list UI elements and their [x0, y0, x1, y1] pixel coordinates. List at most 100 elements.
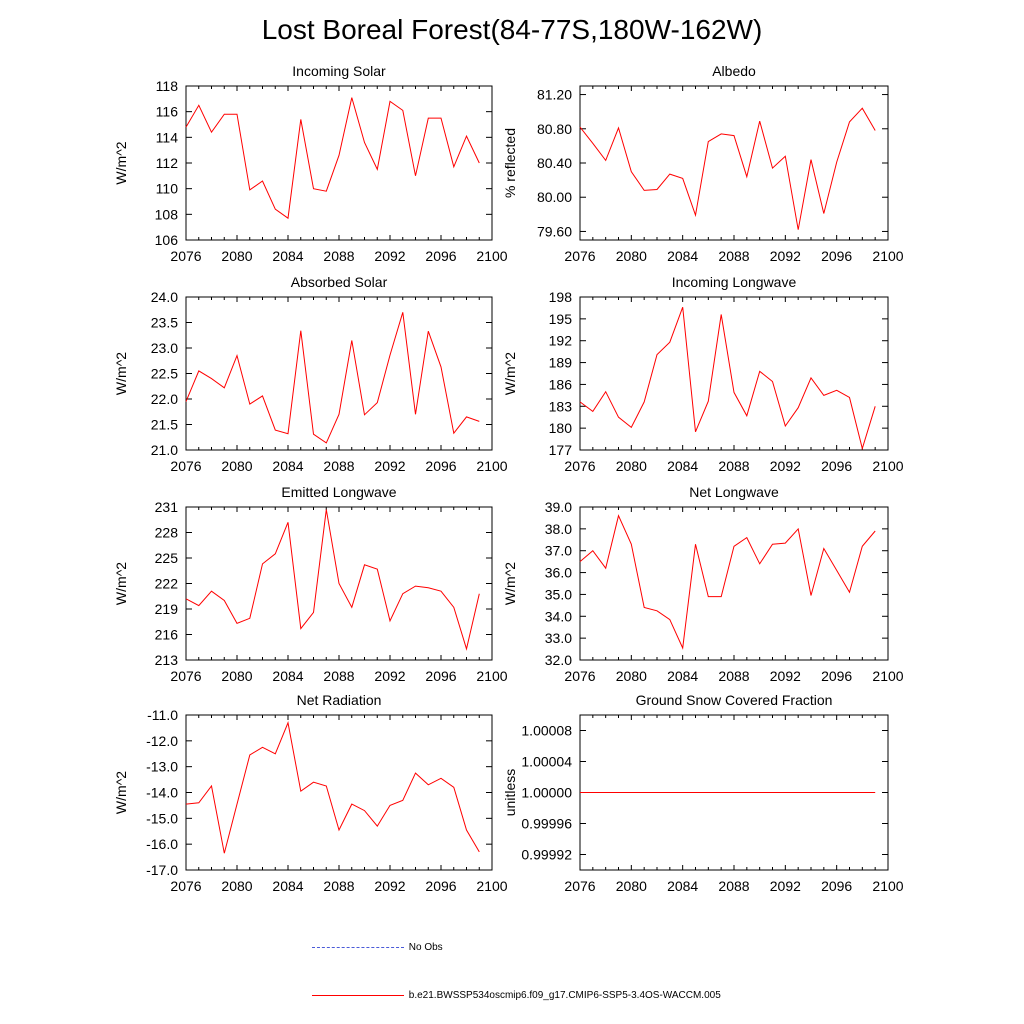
y-tick-label: 177: [549, 442, 573, 458]
y-tick-label: 34.0: [545, 608, 572, 624]
y-tick-label: -12.0: [146, 733, 178, 749]
y-axis-label: W/m^2: [502, 562, 518, 605]
y-tick-label: 222: [155, 576, 179, 592]
x-tick-label: 2100: [872, 668, 903, 684]
plot-frame: [185, 85, 493, 241]
y-tick-label: 195: [549, 311, 573, 327]
panel-title: Net Radiation: [297, 692, 382, 708]
panel-title: Incoming Longwave: [672, 274, 797, 290]
x-tick-label: 2092: [770, 248, 801, 264]
x-tick-label: 2084: [272, 458, 303, 474]
y-tick-label: 180: [549, 420, 573, 436]
figure-title: Lost Boreal Forest(84-77S,180W-162W): [261, 14, 763, 45]
y-tick-label: 36.0: [545, 565, 572, 581]
y-tick-label: 108: [155, 206, 179, 222]
x-tick-label: 2076: [170, 248, 201, 264]
panel-3: 2076 2080 2084 2088 2092 2096 2100 21.0 21.5 22.0…: [113, 274, 508, 474]
x-tick-label: 2096: [425, 458, 456, 474]
x-tick-label: 2092: [374, 668, 405, 684]
y-tick-label: 32.0: [545, 652, 572, 668]
y-axis-label: W/m^2: [113, 771, 129, 814]
x-tick-label: 2076: [170, 668, 201, 684]
series-line: [185, 509, 480, 651]
y-tick-label: 1.00000: [521, 785, 572, 801]
x-tick-label: 2076: [564, 878, 595, 894]
y-tick-label: 116: [156, 104, 179, 120]
plot-frame: [185, 714, 493, 871]
panel-title: Ground Snow Covered Fraction: [636, 692, 833, 708]
x-tick-label: 2088: [718, 878, 749, 894]
panel-5: 2076 2080 2084 2088 2092 2096 2100 213 216 219 222…: [113, 484, 508, 684]
y-tick-label: 0.99996: [521, 816, 572, 832]
x-tick-label: 2100: [476, 458, 507, 474]
x-tick-label: 2096: [425, 248, 456, 264]
y-tick-label: 228: [155, 525, 179, 541]
x-tick-label: 2088: [323, 878, 354, 894]
x-tick-label: 2084: [667, 878, 698, 894]
panel-6: 2076 2080 2084 2088 2092 2096 2100 32.0 33.0 34.0…: [502, 484, 904, 684]
y-tick-label: -17.0: [146, 862, 178, 878]
series-line: [185, 97, 480, 220]
x-tick-label: 2088: [323, 458, 354, 474]
y-tick-label: 106: [155, 232, 179, 248]
y-tick-label: 213: [155, 652, 179, 668]
x-tick-label: 2080: [221, 458, 252, 474]
y-tick-label: -16.0: [146, 836, 178, 852]
panel-8: 2076 2080 2084 2088 2092 2096 2100 0.99992 0.999…: [502, 692, 904, 894]
panel-title: Net Longwave: [689, 484, 779, 500]
y-axis-label: unitless: [502, 769, 518, 816]
y-tick-label: 118: [156, 78, 179, 94]
y-tick-label: 192: [549, 333, 573, 349]
y-tick-label: 80.80: [537, 121, 572, 137]
y-tick-label: 114: [156, 129, 179, 145]
y-tick-label: 33.0: [545, 630, 572, 646]
y-tick-label: 110: [156, 181, 179, 197]
y-tick-label: 225: [155, 550, 179, 566]
y-axis-label: W/m^2: [113, 352, 129, 395]
x-tick-label: 2092: [374, 878, 405, 894]
x-tick-label: 2084: [667, 668, 698, 684]
y-tick-label: 21.5: [151, 417, 178, 433]
series-line: [579, 514, 876, 650]
x-tick-label: 2096: [425, 878, 456, 894]
y-tick-label: 37.0: [545, 543, 572, 559]
x-tick-label: 2092: [374, 458, 405, 474]
panel-2: 2076 2080 2084 2088 2092 2096 2100 79.60 80.00 80…: [502, 63, 904, 264]
x-tick-label: 2100: [476, 248, 507, 264]
plot-frame: [579, 85, 889, 241]
y-axis-label: % reflected: [502, 128, 518, 198]
x-tick-label: 2096: [821, 248, 852, 264]
x-tick-label: 2096: [821, 668, 852, 684]
x-tick-label: 2092: [770, 878, 801, 894]
x-tick-label: 2076: [170, 878, 201, 894]
y-tick-label: -11.0: [147, 707, 178, 723]
y-tick-label: 35.0: [545, 586, 572, 602]
x-tick-label: 2088: [718, 248, 749, 264]
y-tick-label: 22.0: [151, 391, 178, 407]
legend-obs: No Obs: [312, 942, 443, 953]
x-tick-label: 2096: [425, 668, 456, 684]
legend-obs-label: No Obs: [408, 942, 443, 953]
x-tick-label: 2076: [564, 668, 595, 684]
panel-1: 2076 2080 2084 2088 2092 2096 2100 106 108 110 112…: [113, 63, 508, 264]
x-tick-label: 2100: [872, 458, 903, 474]
x-tick-label: 2092: [770, 458, 801, 474]
legend-model-label: b.e21.BWSSP534oscmip6.f09_g17.CMIP6-SSP5…: [408, 990, 721, 1001]
y-tick-label: 81.20: [537, 87, 572, 103]
x-tick-label: 2080: [616, 668, 647, 684]
y-axis-label: W/m^2: [502, 352, 518, 395]
panel-title: Emitted Longwave: [281, 484, 396, 500]
y-axis-label: W/m^2: [113, 562, 129, 605]
plot-frame: [185, 296, 493, 451]
y-tick-label: -15.0: [146, 810, 178, 826]
y-tick-label: 1.00004: [521, 754, 572, 770]
y-tick-label: 219: [155, 601, 179, 617]
x-tick-label: 2084: [272, 878, 303, 894]
y-tick-label: 79.60: [537, 223, 572, 239]
y-tick-label: 186: [549, 376, 573, 392]
panel-title: Albedo: [712, 63, 756, 79]
panel-title: Absorbed Solar: [291, 274, 388, 290]
x-tick-label: 2080: [221, 878, 252, 894]
y-tick-label: 21.0: [151, 442, 178, 458]
